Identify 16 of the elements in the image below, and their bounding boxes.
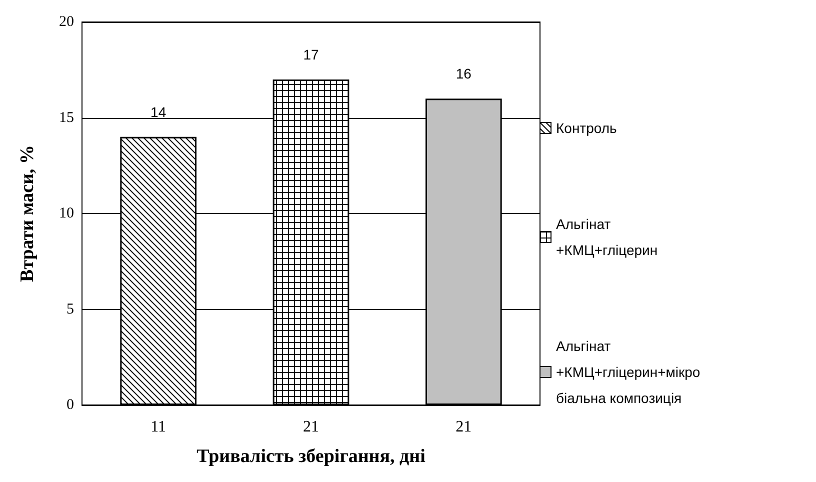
y-tick-label: 0 <box>66 397 74 413</box>
y-tick-label: 20 <box>59 14 74 30</box>
y-tick-label: 5 <box>66 301 74 318</box>
x-tick-label: 11 <box>150 418 166 436</box>
legend-label: Альгінат +КМЦ+гліцерин+мікробіальна композиція <box>556 338 700 406</box>
legend-label: Альгінат +КМЦ+гліцерин <box>556 216 658 258</box>
data-label: 14 <box>150 104 166 120</box>
x-tick-label: 21 <box>303 418 319 436</box>
data-label: 16 <box>456 66 472 82</box>
data-label: 17 <box>303 46 319 62</box>
y-tick-label: 15 <box>59 110 74 126</box>
y-tick-label: 10 <box>59 206 74 222</box>
x-tick-label: 21 <box>456 418 472 436</box>
legend-label: Контроль <box>556 120 617 136</box>
x-axis-title: Тривалість зберігання, дні <box>196 446 426 467</box>
y-axis-title: Втрати маси, % <box>17 144 38 282</box>
